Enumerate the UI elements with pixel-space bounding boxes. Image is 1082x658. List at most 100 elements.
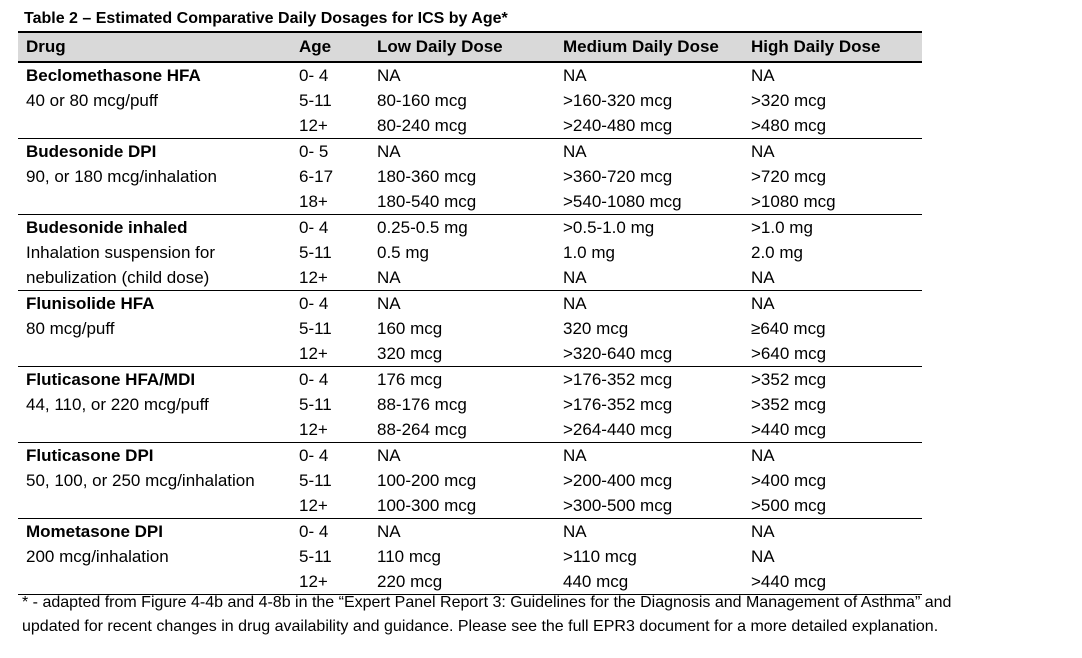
medium-dose-cell: 1.0 mg (563, 243, 615, 262)
age-cell: 0- 4 (299, 218, 329, 237)
high-dose-cell: >440 mcg (743, 417, 922, 443)
drug-cell: Inhalation suspension for (26, 243, 216, 262)
table-title: Table 2 – Estimated Comparative Daily Do… (24, 10, 508, 27)
table-row: 50, 100, or 250 mcg/inhalation 5-11 100-20… (18, 468, 922, 493)
drug-cell: 40 or 80 mcg/puff (26, 91, 158, 110)
low-dose-cell: NA (377, 446, 401, 465)
high-dose-cell: >1080 mcg (743, 189, 922, 215)
table-row: 44, 110, or 220 mcg/puff 5-11 88-176 mcg >1… (18, 392, 922, 417)
low-dose-cell: NA (377, 522, 401, 541)
age-cell: 12+ (291, 417, 369, 443)
high-dose-cell: >720 mcg (751, 167, 827, 186)
table-row: 12+ 88-264 mcg >264-440 mcg >440 mcg (18, 417, 922, 443)
drug-cell: 200 mcg/inhalation (26, 547, 169, 566)
high-dose-cell: NA (751, 547, 775, 566)
drug-cell (18, 417, 291, 443)
low-dose-cell: 88-176 mcg (377, 395, 467, 414)
low-dose-cell: 176 mcg (377, 370, 443, 389)
table-row: Flunisolide HFA 0- 4 NA NA NA (18, 291, 922, 317)
high-dose-cell: NA (751, 522, 775, 541)
drug-cell: Budesonide inhaled (26, 218, 188, 237)
age-cell: 5-11 (299, 319, 332, 338)
age-cell: 12+ (291, 341, 369, 367)
low-dose-cell: 320 mcg (369, 341, 555, 367)
table-row: 80 mcg/puff 5-11 160 mcg 320 mcg ≥640 mcg (18, 316, 922, 341)
age-cell: 12+ (291, 493, 369, 519)
low-dose-cell: 160 mcg (377, 319, 443, 338)
drug-cell: Flunisolide HFA (26, 294, 155, 313)
low-dose-cell: 110 mcg (377, 547, 441, 566)
high-dose-cell: >480 mcg (743, 113, 922, 139)
drug-cell (18, 569, 291, 595)
drug-cell: 44, 110, or 220 mcg/puff (26, 395, 209, 414)
table-row: nebulization (child dose) 12+ NA NA NA (18, 265, 922, 291)
header-medium-daily-dose: Medium Daily Dose (555, 31, 743, 63)
high-dose-cell: >352 mcg (751, 395, 827, 414)
high-dose-cell: >400 mcg (751, 471, 827, 490)
age-cell: 5-11 (299, 471, 332, 490)
footnote: * - adapted from Figure 4-4b and 4-8b in… (22, 591, 1072, 639)
drug-cell: Fluticasone HFA/MDI (26, 370, 196, 389)
footnote-line: updated for recent changes in drug avail… (22, 618, 939, 635)
low-dose-cell: 180-540 mcg (369, 189, 555, 215)
age-cell: 0- 4 (299, 294, 329, 313)
medium-dose-cell: >240-480 mcg (555, 113, 743, 139)
medium-dose-cell: >300-500 mcg (555, 493, 743, 519)
high-dose-cell: NA (751, 66, 775, 85)
medium-dose-cell: NA (555, 265, 743, 291)
high-dose-cell: NA (751, 294, 775, 313)
drug-cell (18, 341, 291, 367)
table-row: Budesonide DPI 0- 5 NA NA NA (18, 139, 922, 165)
age-cell: 12+ (291, 113, 369, 139)
table-row: Budesonide inhaled 0- 4 0.25-0.5 mg >0.5-1.… (18, 215, 922, 241)
age-cell: 0- 4 (299, 446, 329, 465)
age-cell: 0- 4 (299, 66, 329, 85)
table-row: Fluticasone HFA/MDI 0- 4 176 mcg >176-352 m… (18, 367, 922, 393)
low-dose-cell: 80-160 mcg (377, 91, 467, 110)
age-cell: 0- 4 (299, 522, 329, 541)
low-dose-cell: 80-240 mcg (369, 113, 555, 139)
medium-dose-cell: 320 mcg (563, 319, 629, 338)
age-cell: 0- 5 (299, 142, 329, 161)
low-dose-cell: 180-360 mcg (377, 167, 477, 186)
age-cell: 5-11 (299, 91, 332, 110)
table-header-row: Drug Age Low Daily Dose Medium Daily Dos… (18, 31, 922, 63)
header-age: Age (291, 31, 369, 63)
drug-cell: 90, or 180 mcg/inhalation (26, 167, 217, 186)
table-row: Mometasone DPI 0- 4 NA NA NA (18, 519, 922, 545)
age-cell: 18+ (291, 189, 369, 215)
drug-cell: Budesonide DPI (26, 142, 157, 161)
table-body: Beclomethasone HFA 0- 4 NA NA NA 40 or 80 mcg… (18, 62, 922, 595)
medium-dose-cell: >160-320 mcg (563, 91, 673, 110)
low-dose-cell: NA (369, 265, 555, 291)
header-low-daily-dose: Low Daily Dose (369, 31, 555, 63)
header-drug: Drug (18, 31, 291, 63)
medium-dose-cell: >320-640 mcg (555, 341, 743, 367)
medium-dose-cell: >360-720 mcg (563, 167, 673, 186)
high-dose-cell: >352 mcg (751, 370, 827, 389)
medium-dose-cell: >540-1080 mcg (555, 189, 743, 215)
drug-cell (18, 493, 291, 519)
header-high-daily-dose: High Daily Dose (743, 31, 922, 63)
low-dose-cell: 0.25-0.5 mg (377, 218, 468, 237)
high-dose-cell: NA (751, 142, 775, 161)
high-dose-cell: >440 mcg (743, 569, 922, 595)
age-cell: 0- 4 (299, 370, 329, 389)
drug-cell (18, 189, 291, 215)
drug-cell: Beclomethasone HFA (26, 66, 201, 85)
medium-dose-cell: NA (563, 142, 587, 161)
low-dose-cell: NA (377, 142, 401, 161)
table-row: 12+ 220 mcg 440 mcg >440 mcg (18, 569, 922, 595)
age-cell: 12+ (291, 569, 369, 595)
low-dose-cell: 88-264 mcg (369, 417, 555, 443)
table-row: 12+ 80-240 mcg >240-480 mcg >480 mcg (18, 113, 922, 139)
age-cell: 5-11 (299, 547, 332, 566)
high-dose-cell: >1.0 mg (751, 218, 813, 237)
low-dose-cell: 220 mcg (369, 569, 555, 595)
table-row: 12+ 100-300 mcg >300-500 mcg >500 mcg (18, 493, 922, 519)
drug-cell: 50, 100, or 250 mcg/inhalation (26, 471, 255, 490)
medium-dose-cell: >110 mcg (563, 547, 637, 566)
medium-dose-cell: NA (563, 522, 587, 541)
high-dose-cell: NA (743, 265, 922, 291)
footnote-line: * - adapted from Figure 4-4b and 4-8b in… (22, 594, 952, 611)
